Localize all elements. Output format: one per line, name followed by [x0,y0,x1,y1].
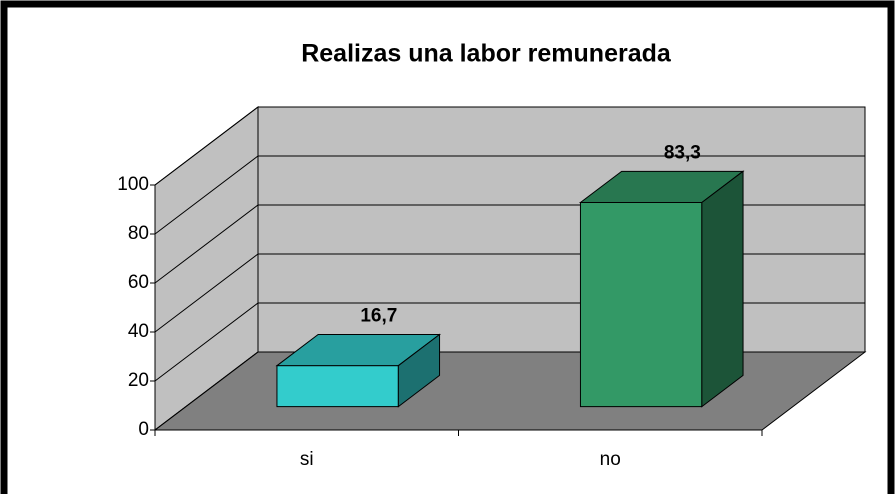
y-tick-label: 100 [117,174,149,195]
x-tick-label: si [300,449,314,470]
bar-side [397,333,441,408]
grid-line [154,155,865,235]
data-label: 83,3 [664,142,701,163]
floor [153,351,867,431]
data-label: 16,7 [360,306,397,327]
bar-side [701,170,744,408]
back-wall [257,106,866,353]
y-tick-label: 40 [128,321,149,342]
y-tick-label: 60 [128,272,149,293]
y-tick-label: 0 [138,419,149,440]
x-tick-label: no [600,449,621,470]
y-tick-label: 20 [128,370,149,391]
bar-front [579,202,703,408]
bar-front [276,365,399,408]
grid-line [154,106,865,186]
y-tick-label: 80 [128,223,149,244]
chart-title: Realizas una labor remunerada [301,40,672,68]
